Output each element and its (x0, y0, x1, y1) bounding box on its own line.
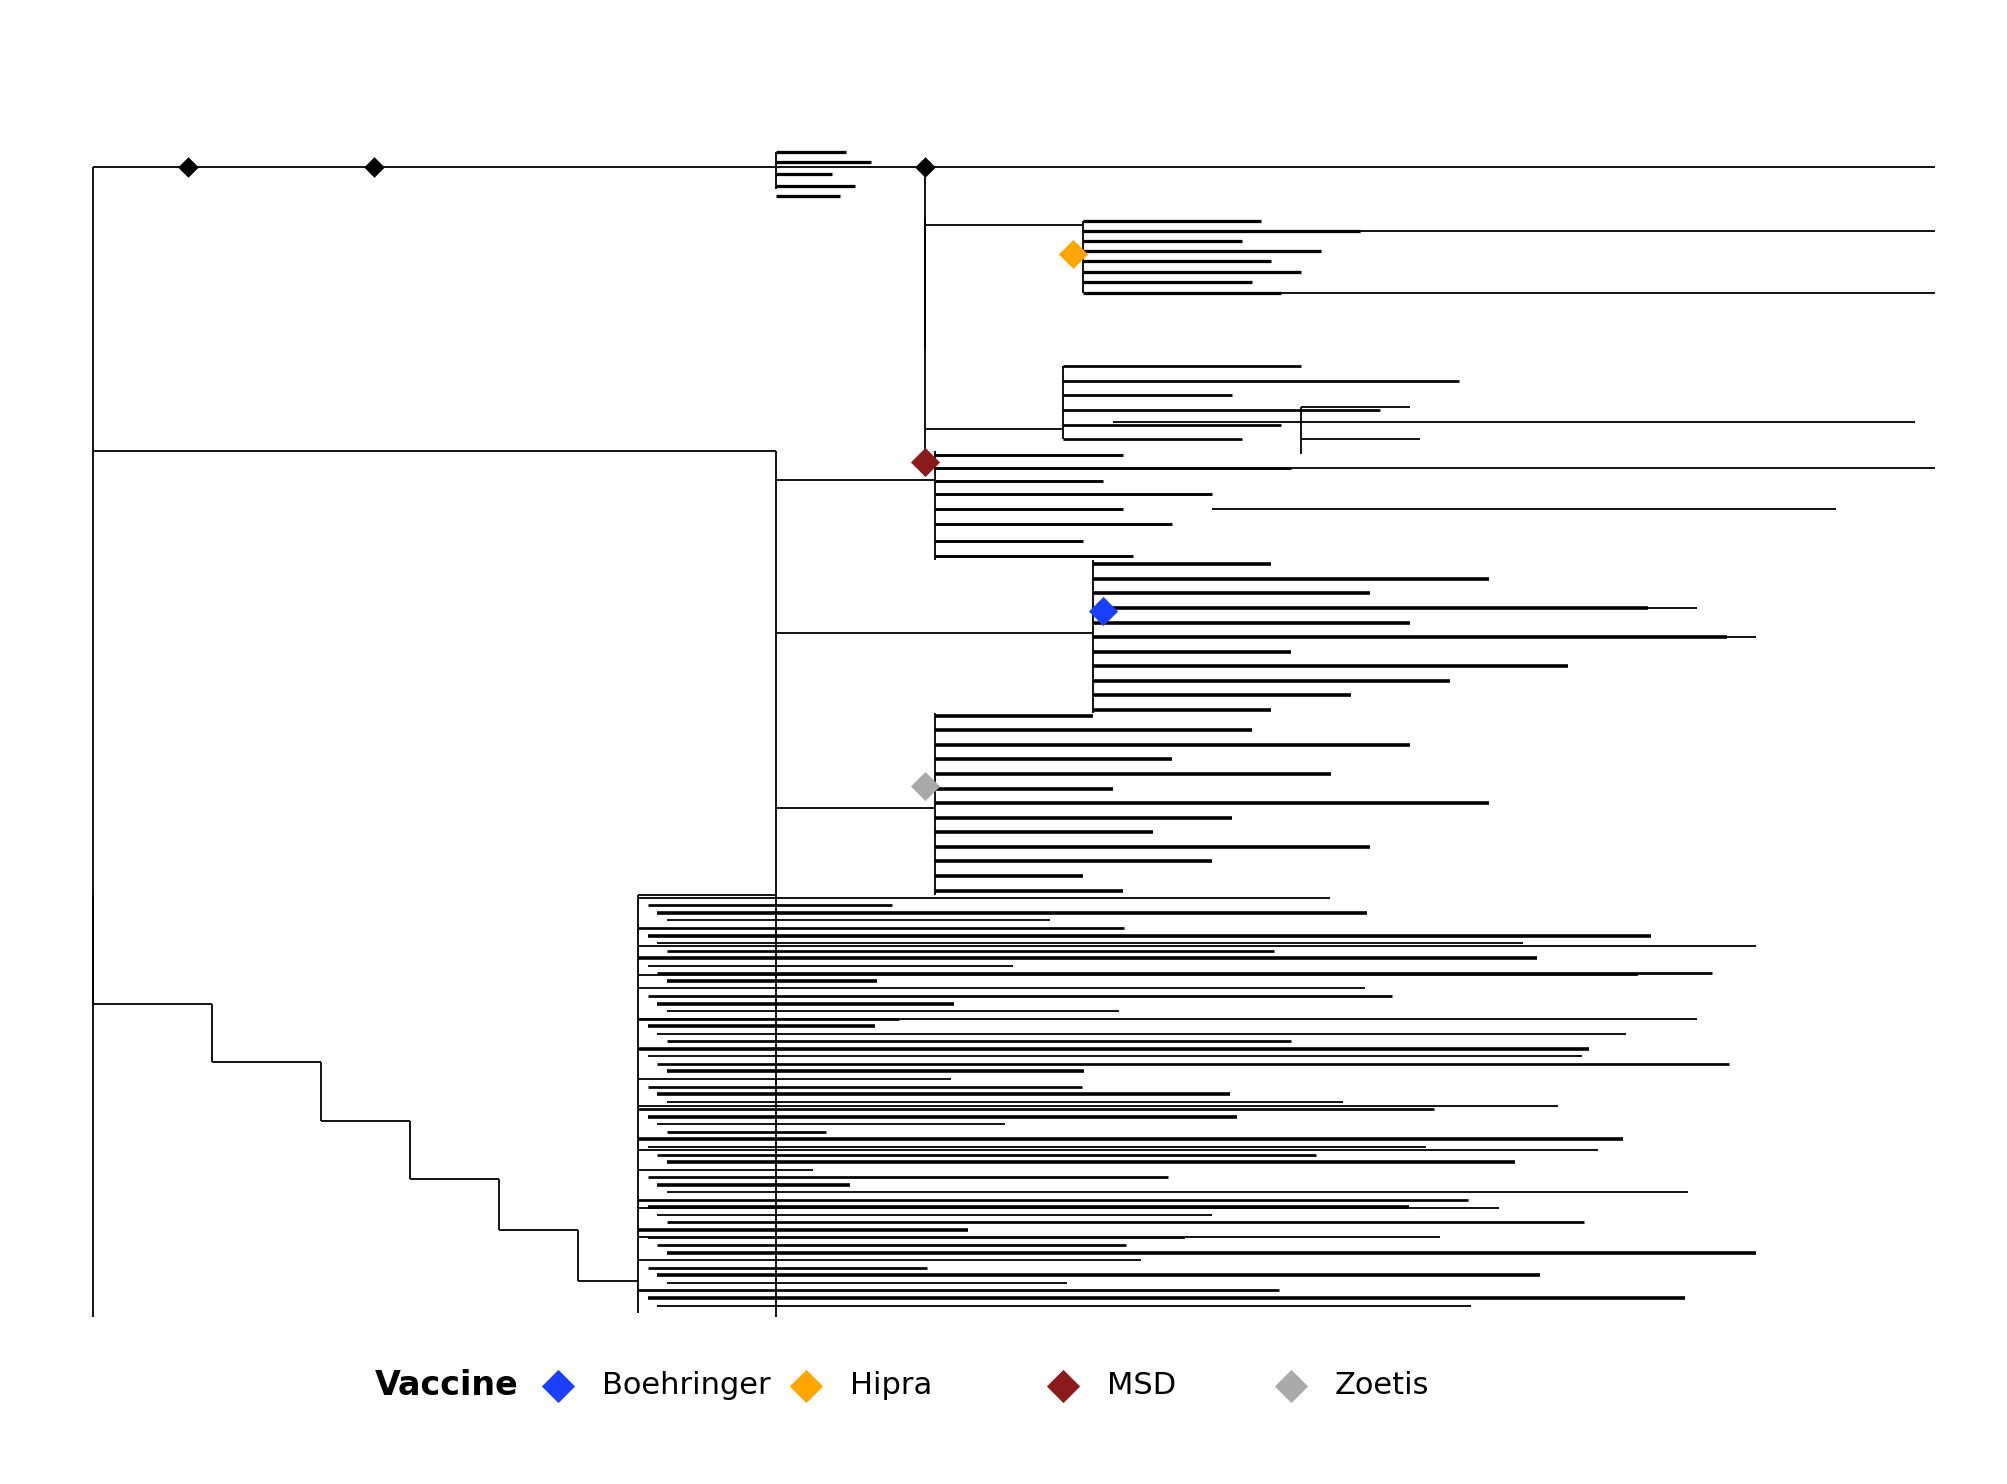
Point (909, 773, 941, 797)
Text: Vaccine: Vaccine (375, 1370, 518, 1402)
Point (789, 1374, 821, 1398)
Point (1058, 242, 1090, 266)
Text: Hipra: Hipra (849, 1371, 931, 1399)
Point (542, 1374, 574, 1398)
Point (909, 451, 941, 475)
Point (357, 154, 389, 178)
Text: MSD: MSD (1106, 1371, 1176, 1399)
Point (909, 154, 941, 178)
Point (1274, 1374, 1307, 1398)
Point (173, 154, 205, 178)
Text: Boehringer: Boehringer (602, 1371, 771, 1399)
Point (1048, 1374, 1080, 1398)
Text: Zoetis: Zoetis (1335, 1371, 1429, 1399)
Point (1086, 600, 1118, 623)
